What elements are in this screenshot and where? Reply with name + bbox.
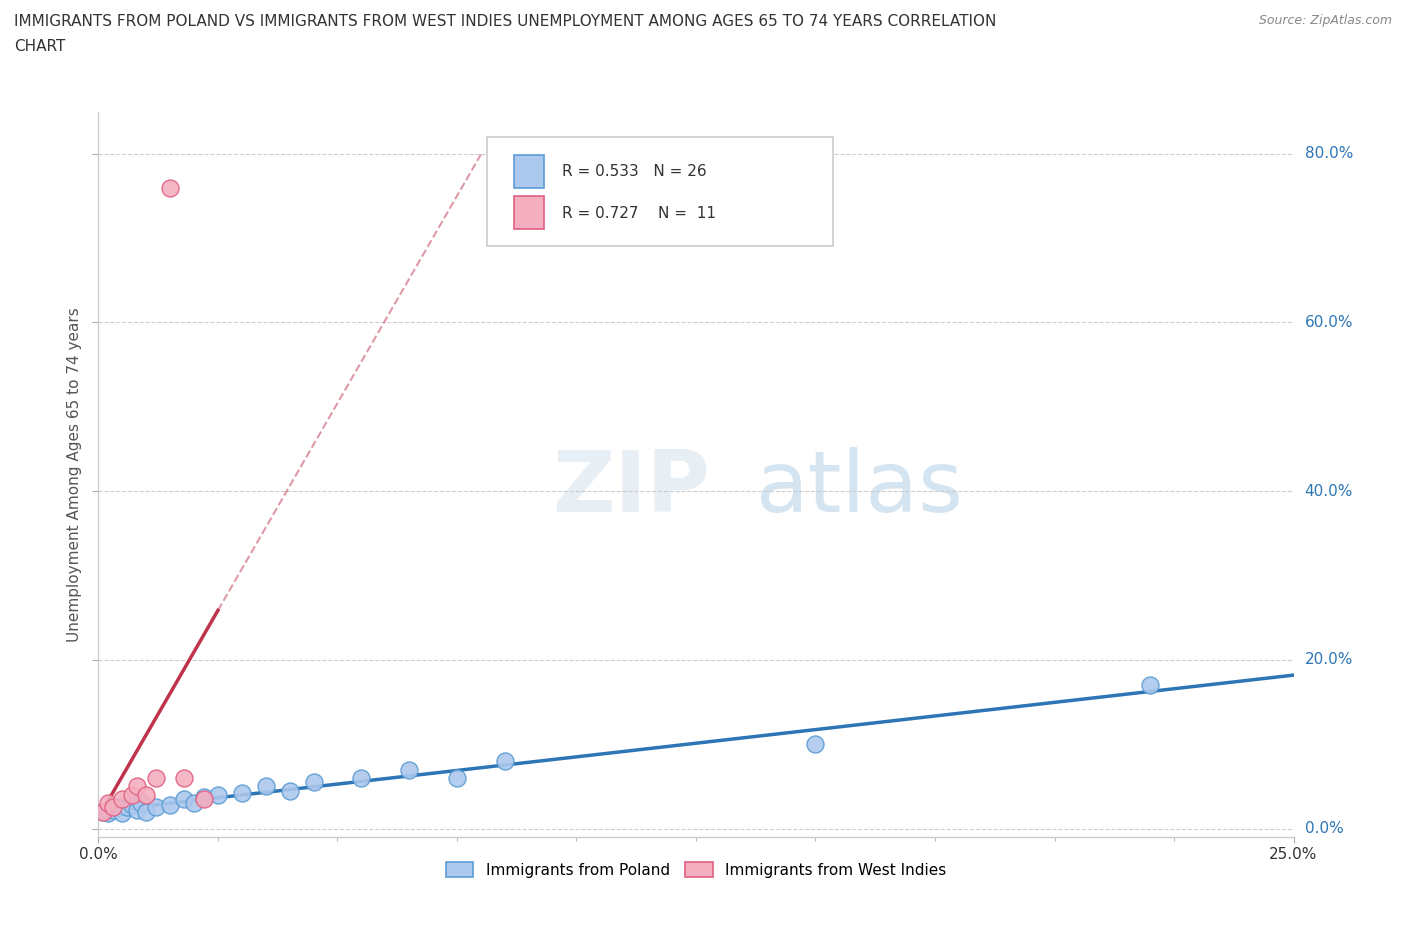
Point xyxy=(125,779,148,794)
Text: Source: ZipAtlas.com: Source: ZipAtlas.com xyxy=(1258,14,1392,27)
Text: 20.0%: 20.0% xyxy=(1305,652,1353,668)
Point xyxy=(135,804,157,819)
Point xyxy=(278,783,301,798)
FancyBboxPatch shape xyxy=(515,155,544,188)
Point xyxy=(91,804,114,819)
Point xyxy=(97,806,120,821)
Text: ZIP: ZIP xyxy=(553,447,710,530)
Point xyxy=(207,788,229,803)
Point xyxy=(97,796,120,811)
Y-axis label: Unemployment Among Ages 65 to 74 years: Unemployment Among Ages 65 to 74 years xyxy=(66,307,82,642)
Point xyxy=(183,796,205,811)
Text: 0.0%: 0.0% xyxy=(1305,821,1343,836)
Point xyxy=(101,803,124,817)
Text: R = 0.533   N = 26: R = 0.533 N = 26 xyxy=(562,165,707,179)
Point xyxy=(121,788,143,803)
Point xyxy=(111,791,134,806)
Text: 40.0%: 40.0% xyxy=(1305,484,1353,498)
Point xyxy=(173,791,195,806)
Point xyxy=(145,800,167,815)
Legend: Immigrants from Poland, Immigrants from West Indies: Immigrants from Poland, Immigrants from … xyxy=(440,856,952,884)
Point xyxy=(446,771,468,786)
Point xyxy=(115,800,138,815)
Point xyxy=(135,788,157,803)
Text: IMMIGRANTS FROM POLAND VS IMMIGRANTS FROM WEST INDIES UNEMPLOYMENT AMONG AGES 65: IMMIGRANTS FROM POLAND VS IMMIGRANTS FRO… xyxy=(14,14,997,29)
Point xyxy=(159,798,181,813)
Point xyxy=(159,180,181,195)
Point xyxy=(111,806,134,821)
Point xyxy=(398,762,420,777)
Point xyxy=(121,798,143,813)
Point xyxy=(101,800,124,815)
Point xyxy=(494,753,516,768)
Point xyxy=(350,771,373,786)
Point xyxy=(302,775,325,790)
Point xyxy=(254,779,277,794)
Point xyxy=(125,803,148,817)
Point xyxy=(145,771,167,786)
Point xyxy=(193,791,215,806)
Text: 60.0%: 60.0% xyxy=(1305,315,1353,330)
Point xyxy=(193,789,215,804)
FancyBboxPatch shape xyxy=(486,137,834,246)
Point xyxy=(1139,678,1161,693)
Text: CHART: CHART xyxy=(14,39,66,54)
Point xyxy=(231,786,253,801)
Point xyxy=(131,796,153,811)
FancyBboxPatch shape xyxy=(515,196,544,229)
Point xyxy=(804,737,827,751)
Point xyxy=(91,804,114,819)
Point xyxy=(107,800,129,815)
Point xyxy=(173,771,195,786)
Text: 80.0%: 80.0% xyxy=(1305,146,1353,161)
Text: atlas: atlas xyxy=(756,447,963,530)
Text: R = 0.727    N =  11: R = 0.727 N = 11 xyxy=(562,206,716,220)
